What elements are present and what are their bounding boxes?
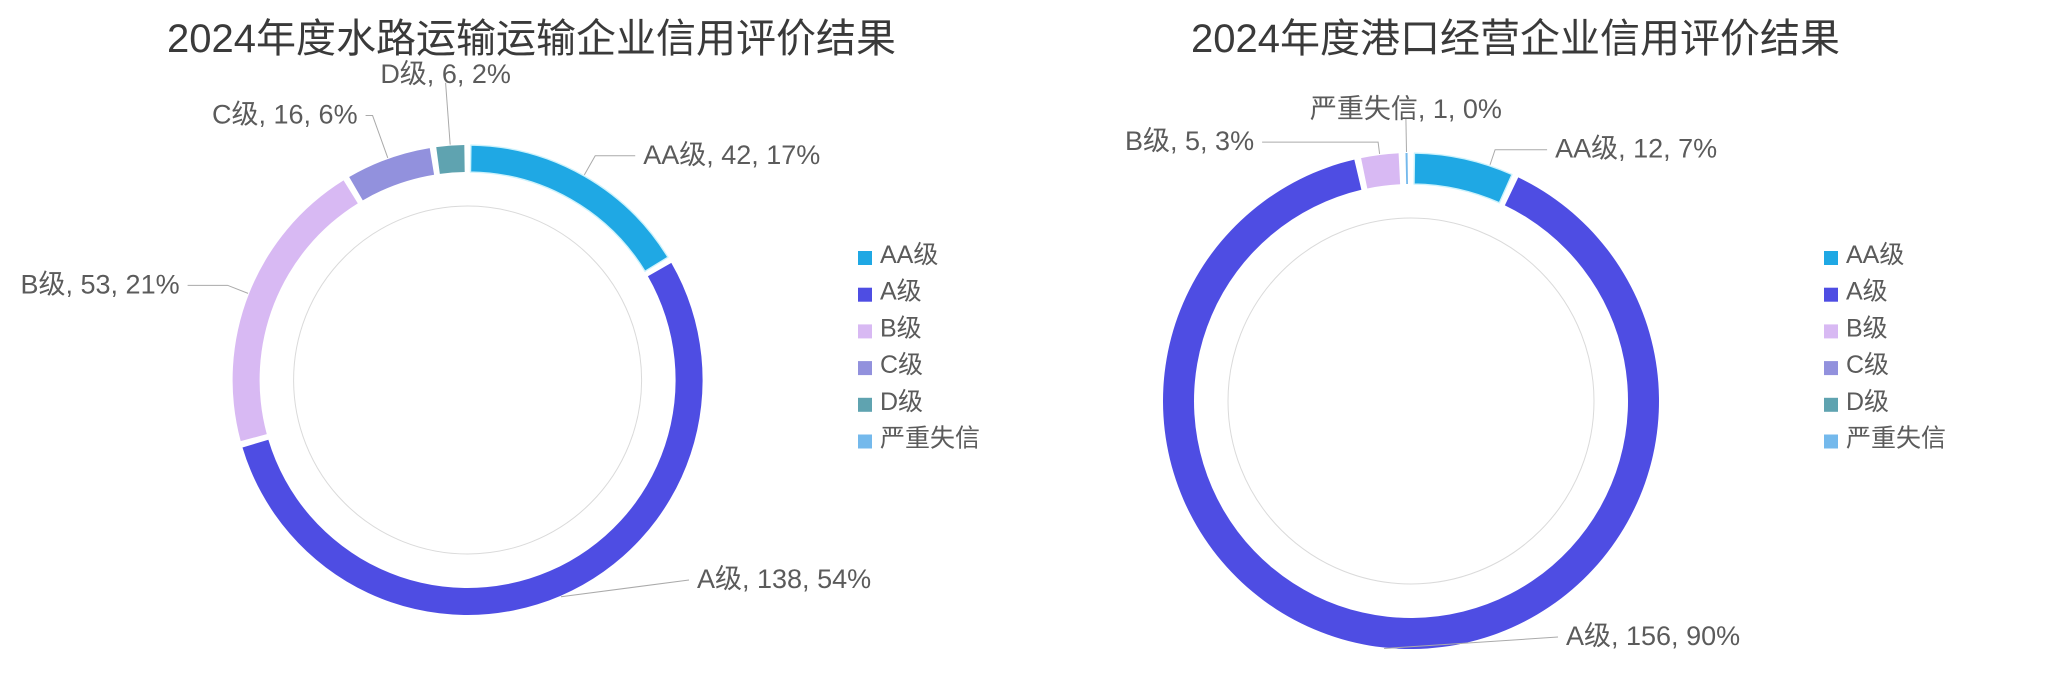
svg-text:A级: A级: [880, 278, 922, 306]
svg-text:D级: D级: [1846, 388, 1889, 416]
svg-text:A级: A级: [1846, 278, 1888, 306]
svg-text:AA级: AA级: [1846, 241, 1904, 269]
svg-text:C级: C级: [880, 351, 923, 379]
svg-text:B级: B级: [1846, 314, 1888, 342]
svg-text:D级: D级: [880, 388, 923, 416]
svg-text:A级, 156, 90%: A级, 156, 90%: [1566, 621, 1740, 651]
svg-text:严重失信: 严重失信: [1846, 425, 1946, 453]
svg-text:A级, 138, 54%: A级, 138, 54%: [697, 564, 871, 594]
svg-text:AA级, 42, 17%: AA级, 42, 17%: [643, 140, 820, 170]
svg-text:AA级, 12, 7%: AA级, 12, 7%: [1555, 134, 1717, 164]
svg-text:B级, 53, 21%: B级, 53, 21%: [21, 269, 180, 299]
svg-text:严重失信: 严重失信: [880, 425, 980, 453]
svg-text:严重失信, 1, 0%: 严重失信, 1, 0%: [1310, 94, 1502, 124]
svg-text:B级: B级: [880, 314, 922, 342]
svg-text:C级: C级: [1846, 351, 1889, 379]
svg-text:C级, 16, 6%: C级, 16, 6%: [212, 100, 358, 130]
svg-text:AA级: AA级: [880, 241, 938, 269]
svg-text:B级, 5, 3%: B级, 5, 3%: [1125, 126, 1254, 156]
svg-text:D级, 6, 2%: D级, 6, 2%: [380, 59, 511, 89]
